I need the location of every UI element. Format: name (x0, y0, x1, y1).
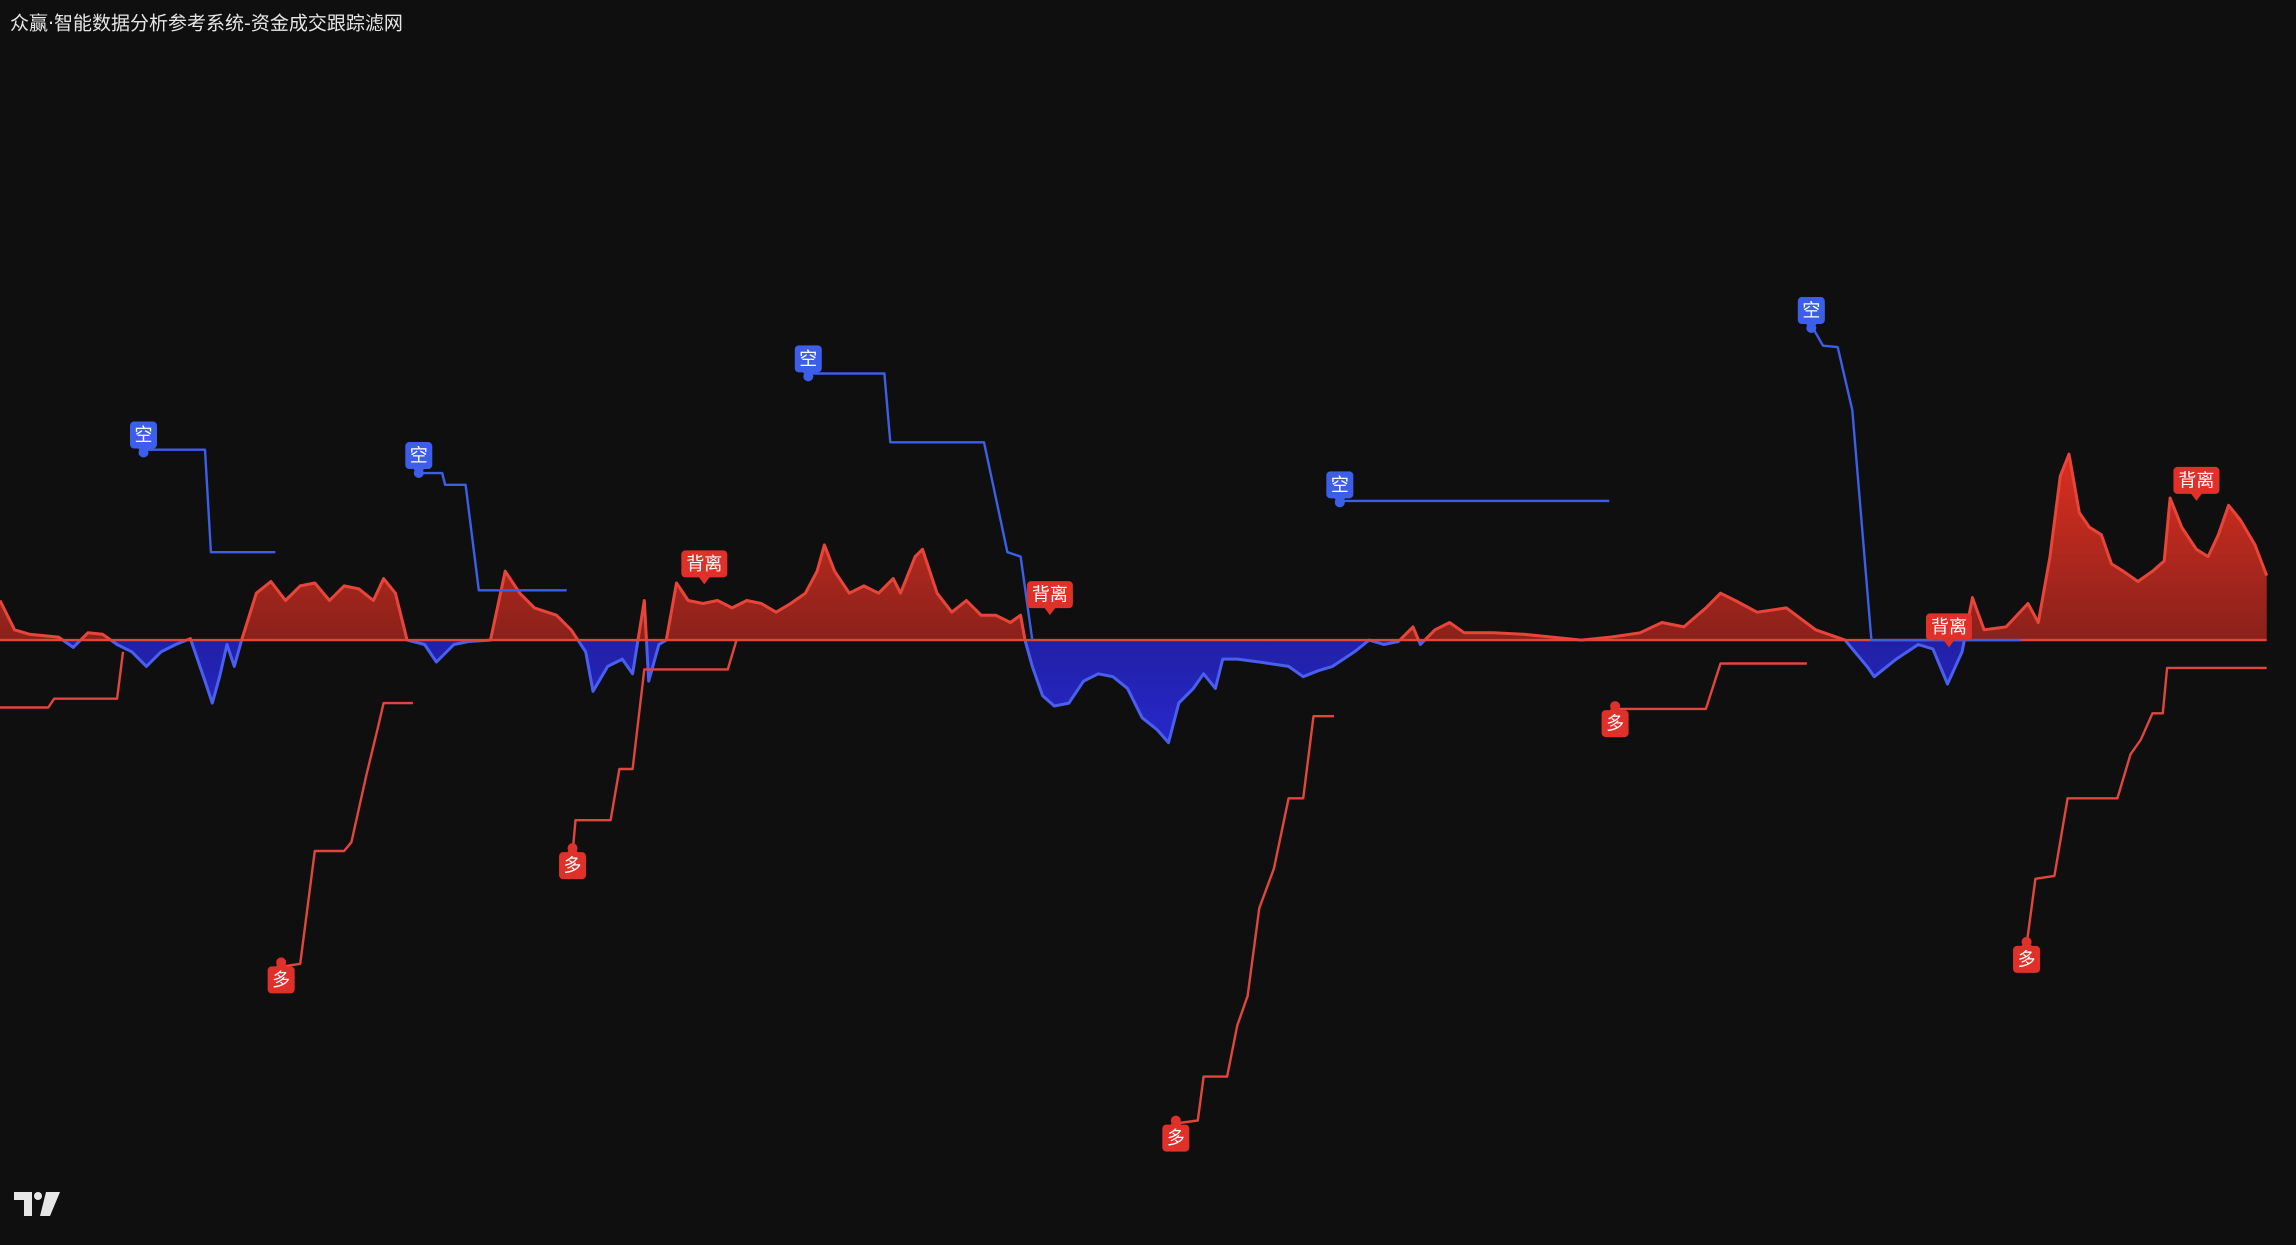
annotation-label: 多 (564, 856, 582, 877)
annotation-label: 空 (1802, 301, 1820, 322)
annotation: 多 (267, 957, 295, 994)
annotation: 多 (1162, 1115, 1190, 1152)
annotation: 空 (405, 442, 433, 479)
annotation-dot (138, 447, 149, 458)
annotation: 背离 (681, 550, 728, 585)
annotation-label: 背离 (686, 554, 722, 575)
annotation-dot (1334, 497, 1345, 508)
annotation-box (405, 442, 433, 470)
step-line (280, 701, 413, 968)
annotation-box (267, 966, 295, 994)
annotation-label: 背离 (1032, 585, 1068, 606)
annotation: 背离 (1925, 613, 1972, 648)
step-line (571, 639, 738, 855)
annotation-dot (1806, 323, 1817, 334)
step-line (1810, 324, 2021, 642)
step-line (808, 372, 1034, 641)
annotation: 多 (559, 843, 587, 880)
annotation-dot (567, 843, 578, 854)
annotation-box (559, 852, 587, 880)
step-line (0, 651, 125, 709)
annotation-label: 空 (410, 446, 428, 467)
annotation: 背离 (2173, 466, 2220, 501)
annotation: 多 (2013, 936, 2041, 973)
step-line (143, 448, 276, 554)
step-line (418, 471, 567, 592)
line-positive (0, 452, 2269, 641)
annotation-pointer (698, 576, 711, 585)
annotation: 空 (1797, 297, 1825, 334)
annotation: 空 (130, 421, 157, 458)
annotation-label: 多 (272, 970, 290, 991)
annotation-pointer (2190, 492, 2203, 501)
annotation-label: 多 (1167, 1128, 1185, 1149)
annotation-label: 多 (1606, 714, 1624, 735)
line-negative (60, 640, 1966, 745)
annotation-box (1326, 471, 1354, 499)
annotation-box (1925, 613, 1972, 641)
annotation-dot (2021, 936, 2032, 947)
annotation-box (1162, 1124, 1190, 1152)
annotation-dot (276, 957, 287, 968)
logo (14, 1192, 60, 1216)
annotation-box (681, 550, 728, 578)
annotation-box (2173, 466, 2220, 494)
annotation-box (794, 345, 822, 373)
annotation: 多 (1601, 701, 1629, 738)
annotation-label: 多 (2018, 949, 2036, 970)
annotation-label: 空 (799, 349, 817, 370)
annotation-dot (413, 468, 424, 479)
annotation-box (2013, 945, 2041, 973)
annotation-dot (1170, 1115, 1181, 1126)
annotation-box (1601, 710, 1629, 738)
annotation: 空 (1326, 471, 1354, 508)
annotation-pointer (1942, 639, 1955, 648)
annotation: 背离 (1026, 581, 1073, 616)
step-line (2025, 666, 2267, 945)
step-line (1175, 715, 1334, 1125)
annotation-label: 背离 (1931, 617, 1967, 638)
annotation-label: 背离 (2178, 470, 2214, 491)
annotation-pointer (1043, 607, 1056, 616)
annotation-label: 空 (1331, 475, 1349, 496)
annotation-box (130, 421, 157, 449)
area-positive (0, 454, 2267, 641)
step-line (1615, 662, 1807, 711)
annotation-dot (803, 371, 814, 382)
chart-title: 众赢·智能数据分析参考系统-资金成交跟踪滤网 (10, 13, 403, 35)
annotation-box (1026, 581, 1073, 609)
annotation-dot (1610, 701, 1621, 712)
annotation-label: 空 (135, 425, 153, 446)
annotation: 空 (794, 345, 822, 382)
annotation-box (1797, 297, 1825, 325)
